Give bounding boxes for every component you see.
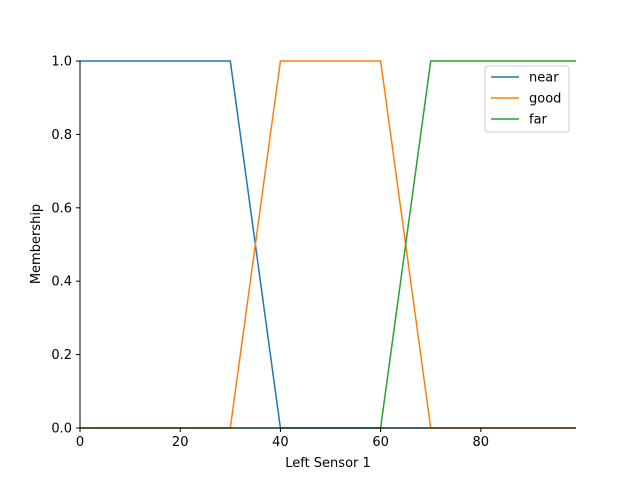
y-ticks: 0.0 0.2 0.4 0.6 0.8 1.0 [51,55,80,437]
legend-box [484,65,570,133]
y-tick-label: 0.8 [51,128,72,143]
legend-label-near: near [529,71,559,86]
y-axis-label: Membership [29,204,44,284]
legend: near good far [484,65,570,133]
legend-label-far: far [529,113,548,128]
y-tick-label: 0.6 [51,201,72,216]
x-tick-label: 40 [272,435,289,450]
x-ticks: 0 20 40 60 80 [76,428,489,450]
x-tick-label: 20 [172,435,189,450]
y-tick-label: 0.0 [51,422,72,437]
y-tick-label: 0.4 [51,275,72,290]
x-axis-label: Left Sensor 1 [285,456,371,471]
x-tick-label: 0 [76,435,84,450]
legend-label-good: good [529,92,561,107]
axes [79,61,576,429]
y-tick-label: 0.2 [51,348,72,363]
y-tick-label: 1.0 [51,55,72,70]
x-tick-label: 80 [473,435,490,450]
x-tick-label: 60 [372,435,389,450]
